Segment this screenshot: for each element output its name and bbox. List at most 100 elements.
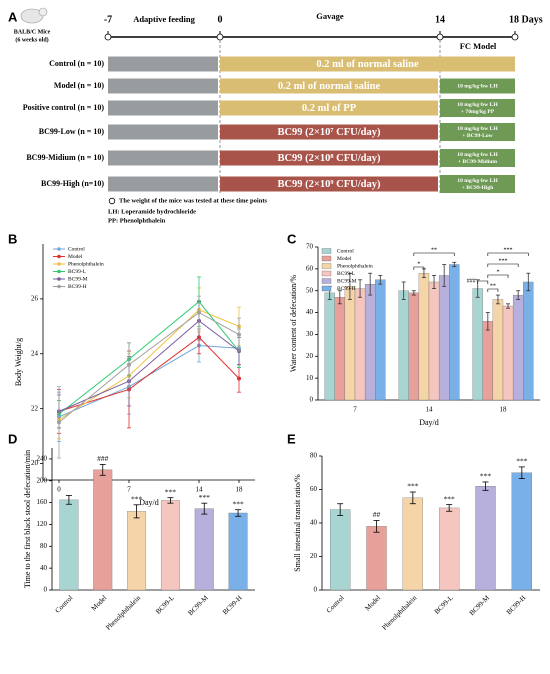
series-line [58, 320, 240, 412]
sig-label: *** [165, 487, 177, 496]
bar [398, 290, 409, 401]
sig-label: ** [431, 247, 437, 253]
model-bar [440, 99, 515, 117]
series-line [58, 336, 240, 412]
sig-bracket [487, 274, 509, 278]
y-tick-label: 10 [306, 374, 314, 382]
bar [511, 472, 532, 591]
mouse-label: BALB/C Mice [14, 29, 51, 35]
model-text: 10 mg/kg·bw LH [457, 126, 498, 132]
x-axis-label: Day/d [139, 498, 159, 507]
sig-bracket [477, 280, 489, 284]
legend-text: The weight of the mice was tested at the… [119, 197, 268, 204]
sig-bracket [487, 263, 519, 267]
x-tick-label: 0 [57, 486, 61, 494]
sig-label: *** [480, 472, 492, 481]
model-text: + BC99-Low [462, 133, 493, 139]
timeline-label: 14 [435, 14, 445, 25]
model-text: 10 mg/kg·bw LH [457, 83, 498, 89]
y-axis-label: Water content of defecation/% [289, 275, 298, 373]
mouse-head [38, 7, 48, 17]
bar [127, 511, 147, 591]
group-label: Model (n = 10) [54, 81, 104, 90]
adaptive-bar [108, 176, 218, 192]
x-tick-label: BC99-H [505, 594, 527, 616]
treatment-text: 0.2 ml of normal saline [278, 81, 381, 92]
x-tick-label: Control [54, 594, 75, 615]
bar [523, 281, 534, 401]
x-tick-label: BC99-H [221, 594, 243, 616]
bar [408, 292, 420, 401]
bar [334, 297, 346, 401]
model-text: + BC99-Midium [458, 159, 497, 165]
panel-label: A [8, 9, 18, 24]
sig-label: * [496, 269, 499, 275]
treatment-text: BC99 (2×10⁸ CFU/day) [277, 153, 381, 164]
model-bar [440, 78, 515, 94]
bar [364, 284, 376, 401]
bar [366, 526, 387, 591]
y-tick-label: 30 [306, 330, 314, 338]
y-tick-label: 0 [310, 396, 314, 404]
legend-swatch [321, 270, 332, 277]
sig-bracket [487, 288, 499, 292]
panel-label: B [8, 231, 17, 246]
group-label: Positive control (n = 10) [23, 103, 105, 112]
bar [160, 500, 180, 591]
adaptive-bar [108, 56, 218, 72]
bar [502, 305, 514, 401]
sig-bracket [413, 252, 455, 256]
y-tick-label: 200 [37, 476, 48, 484]
legend-label: Model [337, 256, 352, 262]
x-tick-label: 7 [127, 486, 131, 494]
group-label: BC99-High (n=10) [41, 179, 104, 188]
bar [475, 485, 496, 591]
bar [438, 275, 450, 401]
timeline-label: 0 [218, 14, 223, 25]
treatment-bar [220, 56, 515, 72]
x-tick-label: 7 [353, 406, 357, 414]
x-tick-label: BC99-M [187, 593, 211, 617]
panel-label: E [287, 431, 296, 446]
panel-label: D [8, 431, 17, 446]
sig-label: *** [131, 495, 143, 504]
legend-swatch [321, 278, 332, 284]
y-tick-label: 20 [31, 459, 39, 467]
y-tick-label: 60 [306, 264, 314, 272]
bar [93, 469, 113, 591]
y-tick-label: 160 [37, 498, 48, 506]
bar [482, 321, 494, 401]
adaptive-bar [108, 124, 218, 140]
model-bar [440, 149, 515, 167]
series-line [58, 345, 240, 418]
time-point [216, 33, 224, 41]
legend-swatch [321, 263, 332, 269]
legend-point [108, 197, 116, 205]
bar [449, 264, 460, 401]
legend-marker [57, 284, 61, 289]
sig-label: *** [499, 258, 508, 264]
legend-label: Phenolphthalein [68, 261, 104, 267]
y-tick-label: 40 [40, 564, 48, 572]
y-tick-label: 20 [310, 552, 318, 560]
legend-label: Model [68, 254, 83, 260]
adaptive-bar [108, 100, 218, 116]
legend-marker [57, 262, 61, 266]
model-text: + BC99-High [462, 185, 495, 191]
y-axis-label: Body Weight/g [14, 338, 23, 386]
y-axis-label: Small intestinal transit ratio/% [293, 474, 302, 572]
legend-swatch [321, 255, 332, 262]
y-tick-label: 50 [306, 286, 314, 294]
bar [418, 273, 430, 401]
x-tick-label: BC99-L [433, 594, 455, 616]
treatment-text: BC99 (2×10⁹ CFU/day) [277, 179, 381, 190]
legend-label: BC99-H [337, 286, 356, 292]
sig-bracket [413, 266, 425, 270]
model-text: 10 mg/kg·bw LH [457, 102, 498, 108]
bar [228, 512, 248, 591]
sig-label: *** [444, 494, 456, 503]
x-tick-label: 18 [236, 486, 244, 494]
point [197, 310, 201, 315]
sig-label: *** [516, 457, 528, 466]
point [237, 376, 241, 381]
